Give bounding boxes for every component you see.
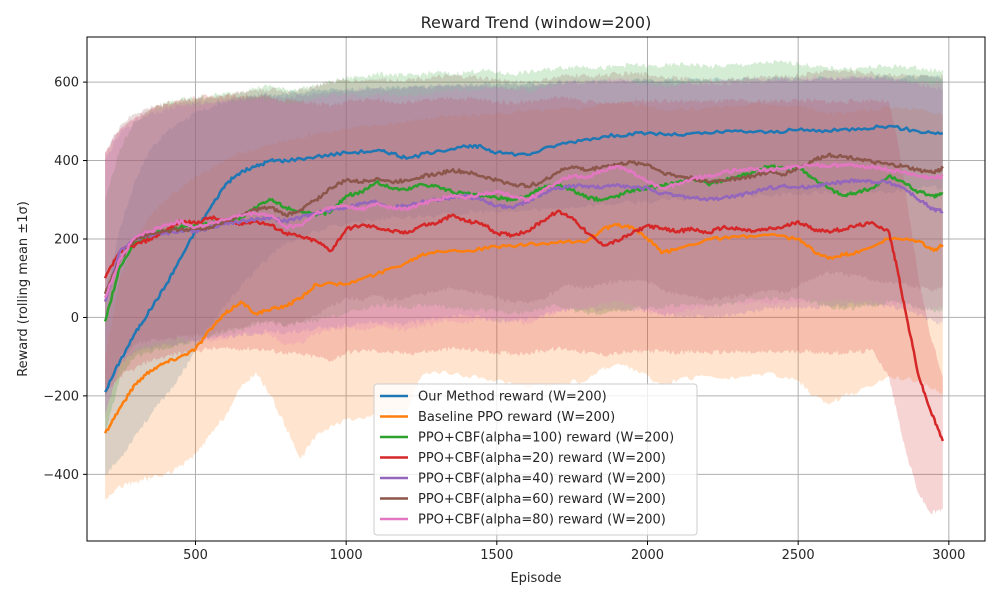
x-tick-label: 2500 [782,548,815,563]
mean-lines [103,124,944,442]
mean-line [103,178,944,303]
legend-label: Our Method reward (W=200) [418,390,607,405]
x-axis-label: Episode [510,571,561,586]
x-tick-label: 2000 [631,548,664,563]
legend-label: Baseline PPO reward (W=200) [418,410,615,425]
legend-label: PPO+CBF(alpha=80) reward (W=200) [418,513,666,528]
mean-line [103,222,944,434]
y-tick-label: −200 [43,389,79,404]
plot-frame [86,36,986,542]
legend-label: PPO+CBF(alpha=60) reward (W=200) [418,492,666,507]
legend: Our Method reward (W=200) Baseline PPO re… [373,383,698,536]
mean-line [103,162,944,299]
legend-label: PPO+CBF(alpha=100) reward (W=200) [418,431,674,446]
y-tick-label: 200 [54,232,79,247]
y-tick-label: 0 [71,311,79,326]
y-axis-label: Reward (rolling mean ±1σ) [16,201,31,377]
y-tick-label: 600 [54,76,79,91]
x-axis-ticks: 500 1000 1500 2000 2500 3000 [183,541,965,563]
std-band [105,60,943,436]
y-tick-label: 400 [54,154,79,169]
y-axis-ticks: −400 −200 0 200 400 600 [43,76,87,483]
std-band [105,93,943,515]
x-tick-label: 1500 [480,548,513,563]
legend-box [373,383,698,536]
chart-title: Reward Trend (window=200) [421,13,652,32]
x-tick-label: 500 [183,548,208,563]
legend-label: PPO+CBF(alpha=40) reward (W=200) [418,472,666,487]
std-band [105,74,943,475]
legend-label: PPO+CBF(alpha=20) reward (W=200) [418,451,666,466]
x-tick-label: 1000 [330,548,363,563]
y-tick-label: −400 [43,468,79,483]
x-tick-label: 3000 [932,548,965,563]
